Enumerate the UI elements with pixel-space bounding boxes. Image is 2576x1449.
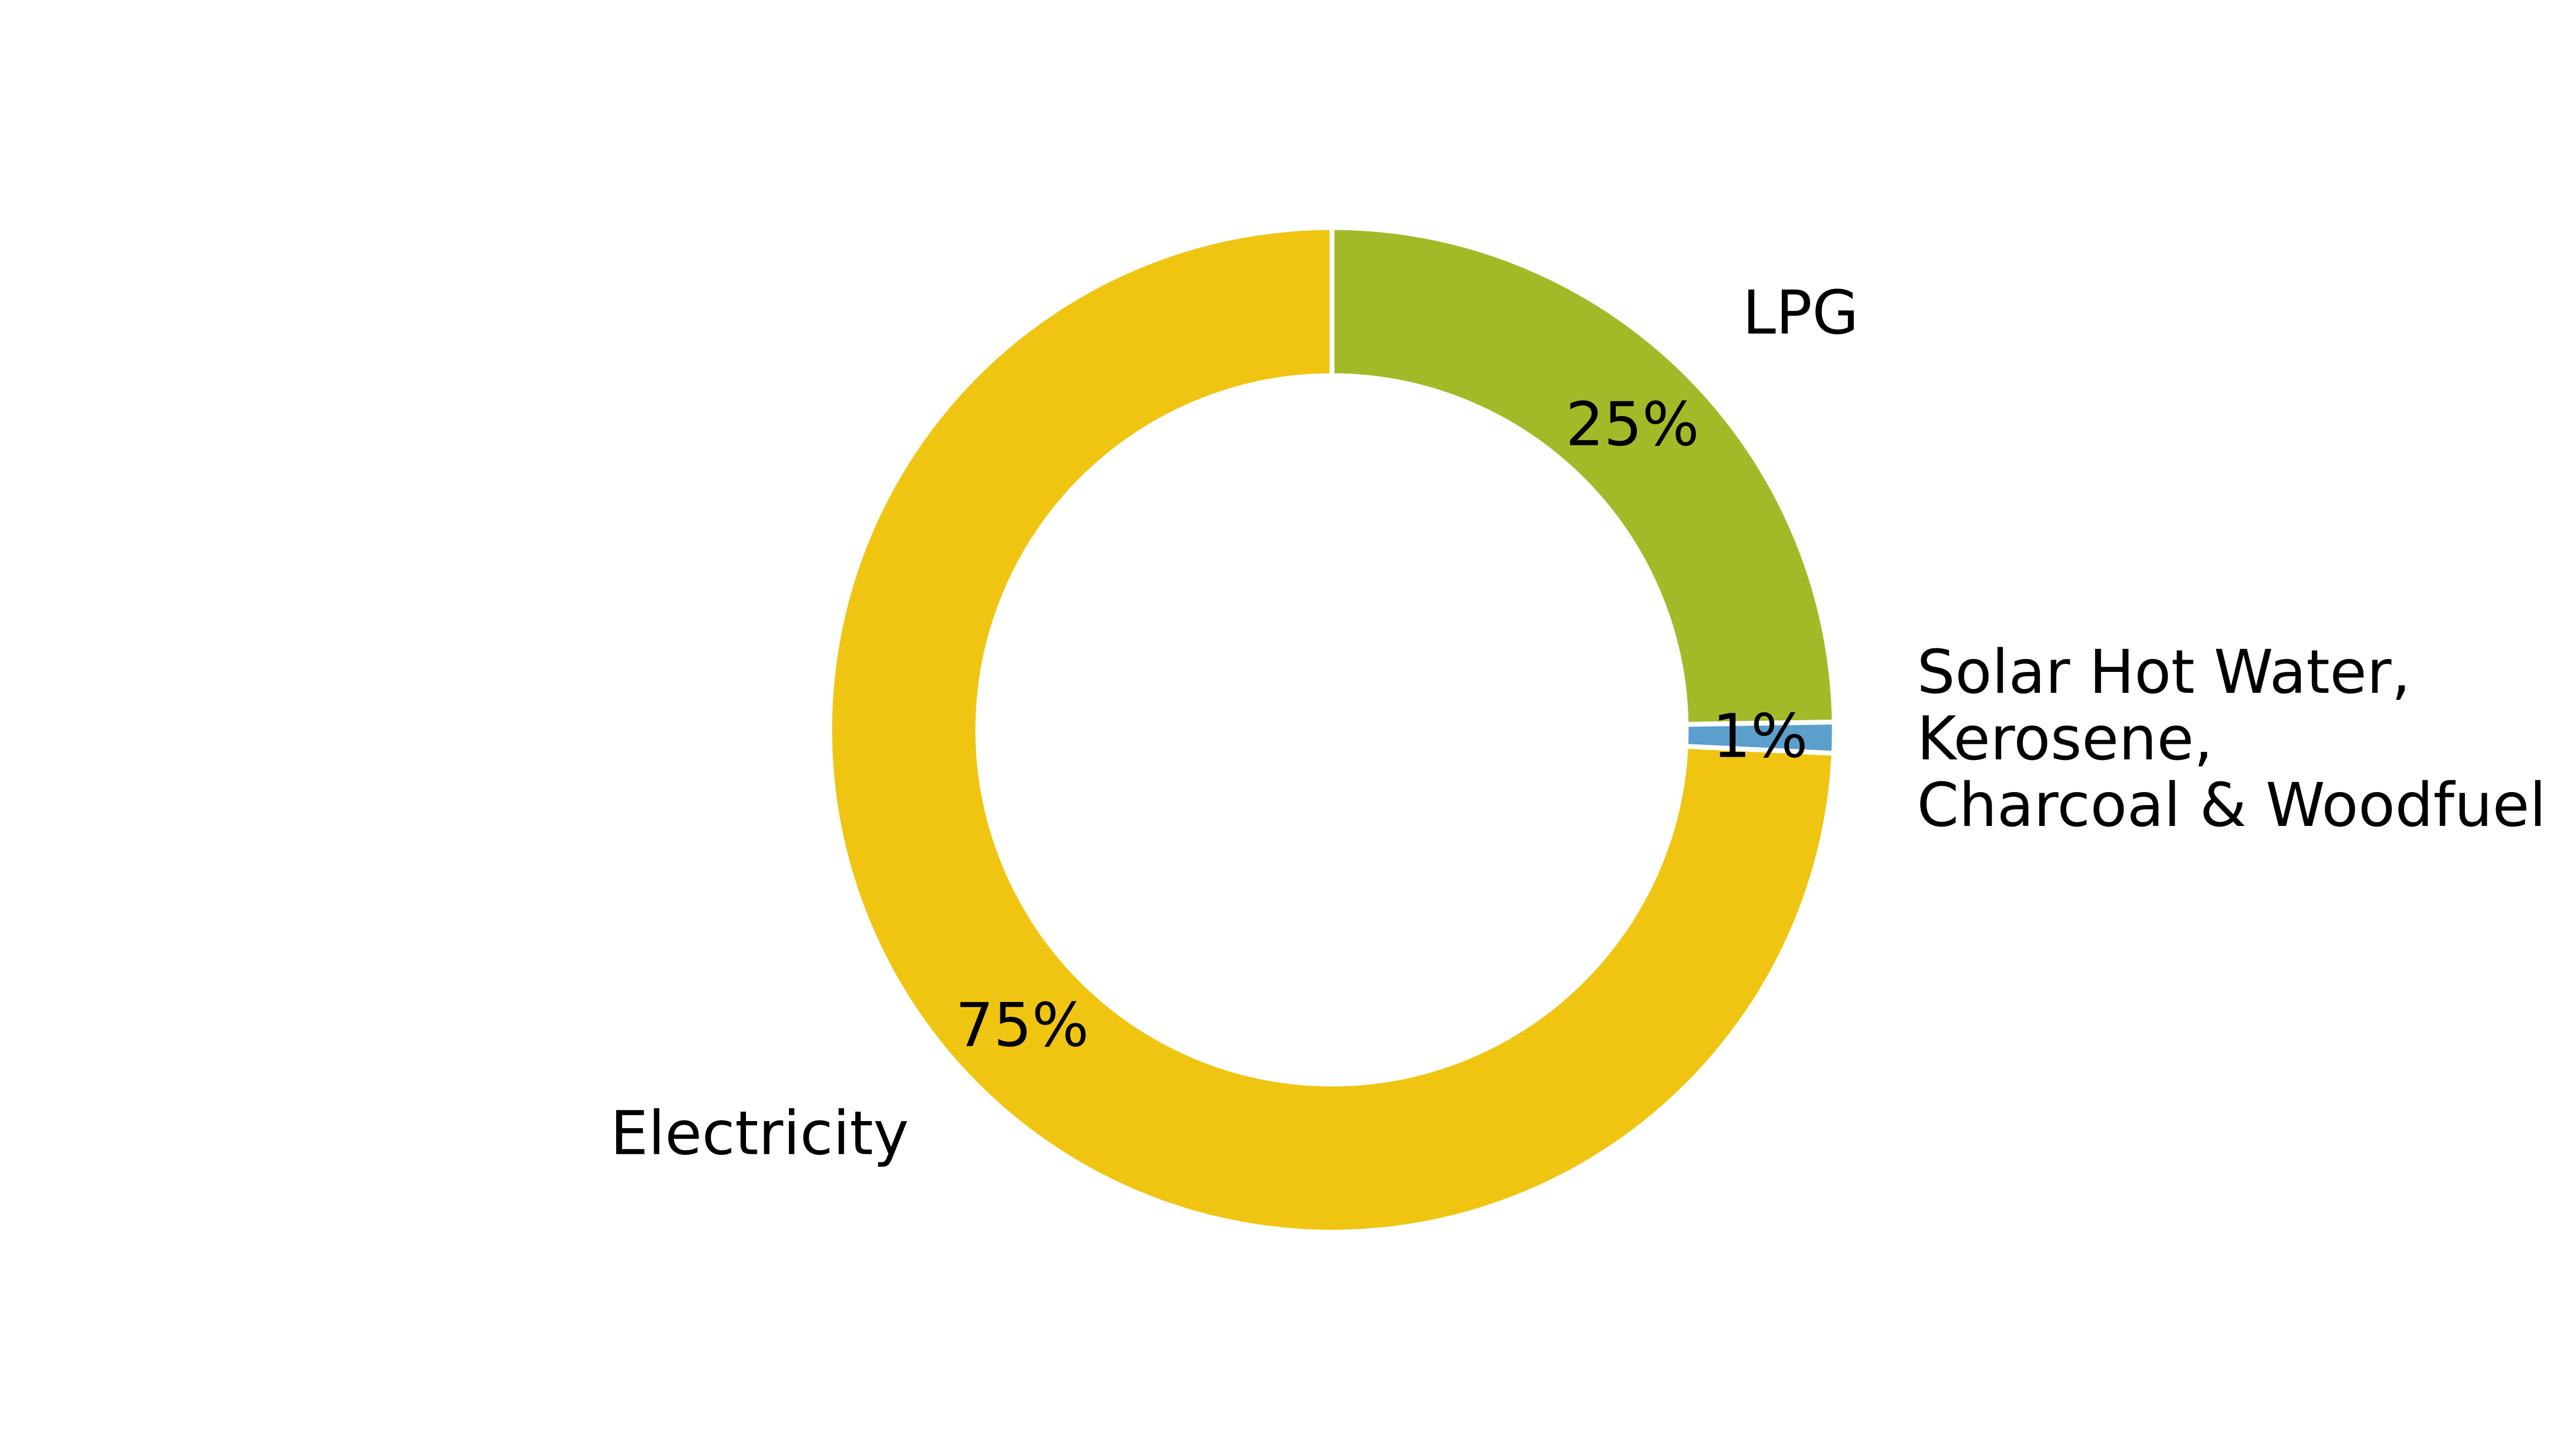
value-label-lpg: 25% xyxy=(1565,390,1699,459)
slice-electricity xyxy=(827,225,1836,1235)
category-label-electricity: Electricity xyxy=(610,1099,909,1169)
category-label-solar-hot-water: Solar Hot Water, Kerosene, Charcoal & Wood… xyxy=(1917,638,2546,840)
donut-labels: 25% LPG 1% Solar Hot Water, Kerosene, Charcoa… xyxy=(610,278,2546,1168)
category-label-lpg: LPG xyxy=(1743,278,1859,348)
value-label-electricity: 75% xyxy=(955,991,1089,1060)
category-label-line: Solar Hot Water, xyxy=(1917,638,2411,707)
slice-lpg xyxy=(1329,225,1837,727)
category-label-line: LPG xyxy=(1743,278,1859,348)
category-label-line: Electricity xyxy=(610,1099,909,1169)
donut-slices xyxy=(827,225,1837,1235)
category-label-line: Kerosene, xyxy=(1917,704,2213,774)
category-label-line: Charcoal & Woodfuel xyxy=(1917,771,2546,840)
value-label-solar-hot-water: 1% xyxy=(1713,701,1808,771)
